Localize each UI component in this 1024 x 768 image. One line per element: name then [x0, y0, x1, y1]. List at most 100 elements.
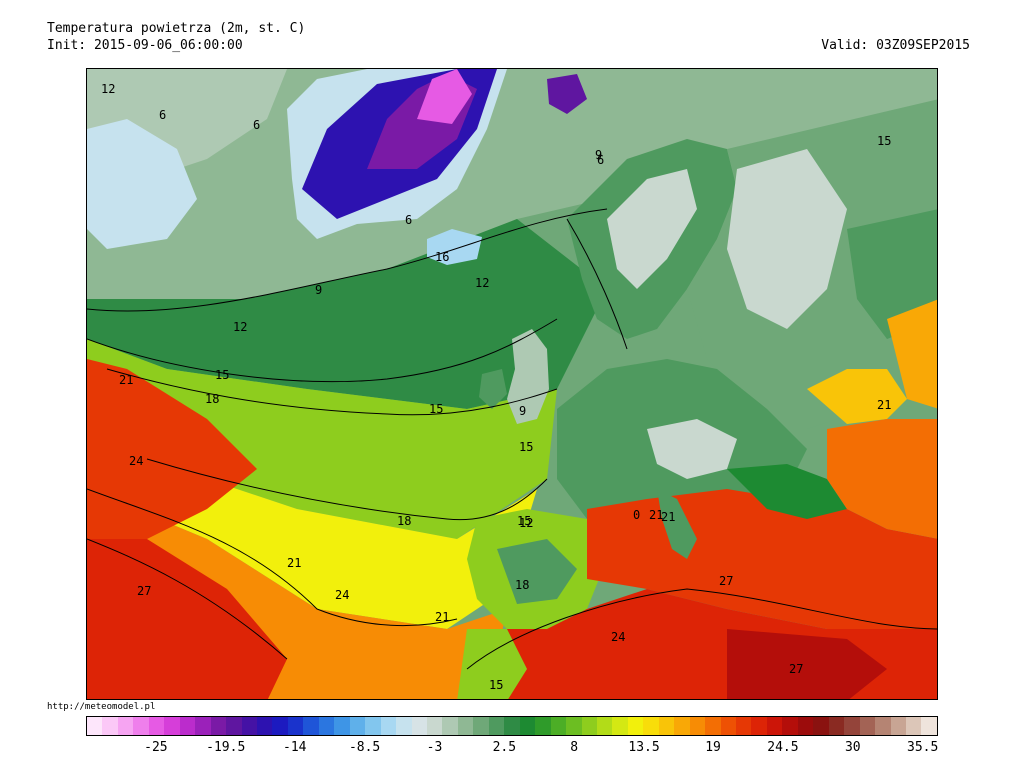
isotherm-label: 21: [877, 398, 891, 412]
isotherm-label: 27: [719, 574, 733, 588]
isotherm-label: 12: [519, 516, 533, 530]
isotherm-label: 9: [315, 283, 322, 297]
legend-swatch: [705, 717, 721, 735]
isotherm-label: 16: [435, 250, 449, 264]
legend-tick-label: 8: [570, 740, 579, 755]
legend-swatch: [689, 717, 706, 735]
legend-swatch: [349, 717, 366, 735]
iceland: [427, 229, 482, 265]
isotherm-label: 15: [877, 134, 891, 148]
legend-swatch: [117, 717, 134, 735]
color-legend: [86, 716, 938, 736]
isotherm-label: 0: [633, 508, 640, 522]
isotherm-label: 21: [649, 508, 663, 522]
legend-swatch: [473, 717, 489, 735]
valid-time: Valid: 03Z09SEP2015: [821, 38, 970, 53]
legend-swatch: [241, 717, 257, 735]
isotherm-label: 15: [519, 440, 533, 454]
legend-tick-label: 13.5: [628, 740, 660, 755]
legend-tick-label: -25: [144, 740, 168, 755]
isotherm-label: 18: [205, 392, 219, 406]
legend-swatch: [581, 717, 597, 735]
legend-swatch: [318, 717, 335, 735]
legend-swatch: [195, 717, 211, 735]
legend-swatch: [612, 717, 628, 735]
legend-swatch: [782, 717, 798, 735]
alps-region: [647, 419, 737, 479]
isotherm-label: 24: [129, 454, 143, 468]
legend-swatch: [396, 717, 412, 735]
legend-swatch: [148, 717, 165, 735]
isotherm-label: 18: [397, 514, 411, 528]
isotherm-label: 21: [435, 610, 449, 624]
greenland-ice-coldest: [417, 69, 472, 124]
legend-swatch: [828, 717, 845, 735]
great-britain: [507, 329, 549, 424]
isotherm-label: 15: [517, 514, 531, 528]
isotherm-label: 6: [253, 118, 260, 132]
legend-swatch: [334, 717, 350, 735]
legend-swatch: [627, 717, 644, 735]
legend-tick-labels: -25 -19.5 -14 -8.5 -3 2.5 8 13.5 19 24.5 30 35.5: [86, 740, 938, 756]
isotherm-label: 6: [159, 108, 166, 122]
legend-swatch: [535, 717, 551, 735]
isotherm-label: 27: [789, 662, 803, 676]
legend-swatch: [844, 717, 860, 735]
scandinavian-mountains: [607, 169, 697, 289]
isotherm-lines: [87, 208, 937, 670]
warm-transition-zone: [87, 419, 537, 629]
legend-swatch: [442, 717, 458, 735]
sahara-hot-core: [727, 629, 887, 699]
ireland: [479, 369, 507, 409]
isotherm-label: 21: [287, 556, 301, 570]
isotherm-label: 6: [597, 153, 604, 167]
legend-swatch: [210, 717, 227, 735]
legend-swatch: [720, 717, 737, 735]
legend-swatch: [87, 717, 103, 735]
isotherm-label: 27: [137, 584, 151, 598]
legend-swatch: [813, 717, 829, 735]
italy: [657, 489, 697, 559]
isotherm-label: 15: [215, 368, 229, 382]
isotherm-label: 9: [519, 404, 526, 418]
legend-swatch: [287, 717, 304, 735]
isotherm-label: 24: [611, 630, 625, 644]
isotherm-label-group: 12 6 6 6 9 6 15 16 12 9 12 15 18 21 24 1…: [101, 82, 891, 692]
init-time: Init: 2015-09-06_06:00:00: [47, 38, 243, 53]
legend-swatch: [859, 717, 876, 735]
baffin-region: [87, 119, 197, 249]
balkans: [727, 464, 847, 519]
anatolia: [827, 419, 937, 539]
legend-tick-label: -14: [282, 740, 307, 755]
russia-cool-patch: [727, 149, 847, 329]
legend-swatch: [488, 717, 505, 735]
legend-swatch: [797, 717, 814, 735]
legend-tick-label: 35.5: [907, 740, 939, 755]
legend-swatch: [736, 717, 752, 735]
russia-green-patch: [847, 209, 937, 339]
legend-swatch: [457, 717, 474, 735]
legend-swatch: [875, 717, 891, 735]
legend-swatch: [751, 717, 767, 735]
legend-swatch: [658, 717, 675, 735]
legend-swatch: [133, 717, 149, 735]
legend-tick-label: 19: [705, 740, 721, 755]
isotherm-label: 6: [405, 213, 412, 227]
svalbard: [547, 74, 587, 114]
isotherm-label: 15: [489, 678, 503, 692]
legend-tick-label: 2.5: [492, 740, 517, 755]
warm-atlantic-west: [87, 359, 257, 539]
legend-swatch: [643, 717, 659, 735]
legend-swatch: [766, 717, 783, 735]
midlatitude-zone: [87, 219, 607, 409]
temperature-map: 12 6 6 6 9 6 15 16 12 9 12 15 18 21 24 1…: [86, 68, 938, 700]
legend-swatch: [426, 717, 443, 735]
isotherm-label: 18: [515, 578, 529, 592]
legend-tick-label: 30: [844, 740, 861, 755]
legend-swatch: [365, 717, 381, 735]
legend-swatch: [906, 717, 922, 735]
isotherm-label: 24: [335, 588, 349, 602]
legend-swatch: [102, 717, 118, 735]
warm-atlantic-south: [87, 539, 287, 699]
legend-swatch: [179, 717, 196, 735]
